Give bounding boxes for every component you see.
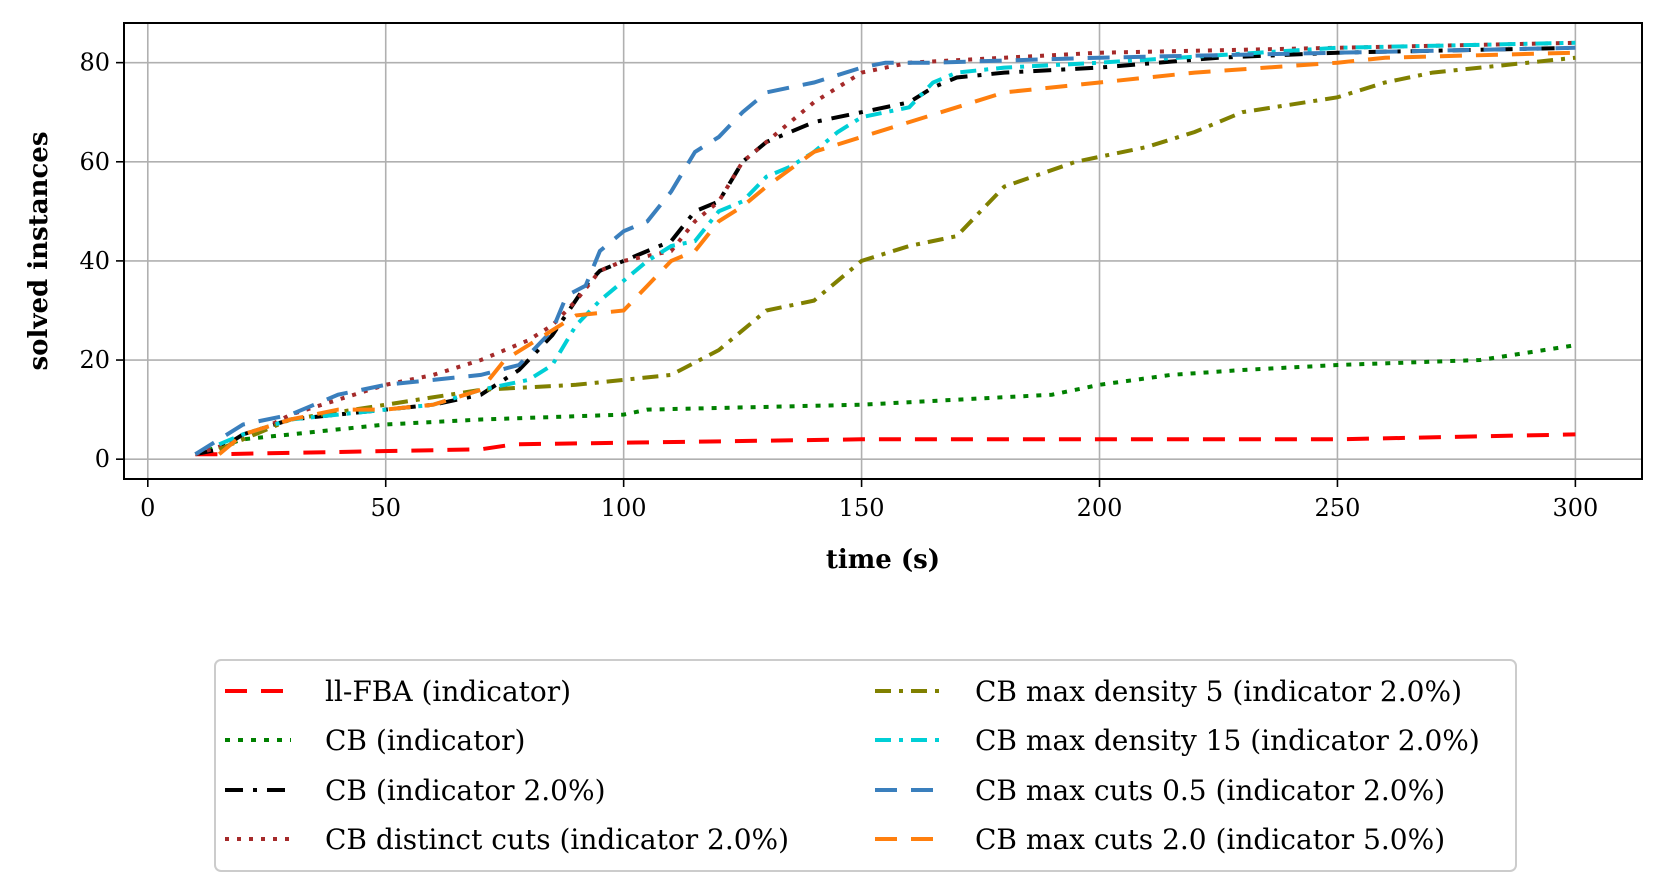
series-line-cb-max-cuts-0-5-indicator-2-0 [194,45,1576,456]
y-axis-title: solved instances [24,132,54,371]
y-tick-label: 80 [79,49,110,77]
grid [124,23,1642,479]
legend-label-cb-max-cuts-2-0-indicator-5-0: CB max cuts 2.0 (indicator 5.0%) [975,823,1445,856]
y-tick-label: 0 [95,445,110,473]
series-line-cb-indicator [194,343,1576,457]
axis-ticks: 0 50 100 150 200 250 300 0 20 40 60 80 [79,49,1598,522]
x-tick-label: 300 [1552,494,1598,522]
y-tick-label: 20 [79,346,110,374]
y-tick-label: 40 [79,247,110,275]
plot-area-frame [123,22,1643,480]
x-tick-label: 250 [1315,494,1361,522]
legend-label-cb-max-density-15-indicator-2-0: CB max density 15 (indicator 2.0%) [975,724,1480,757]
legend: ll-FBA (indicator) CB (indicator) CB (indi… [214,659,1517,872]
legend-label-cb-max-density-5-indicator-2-0: CB max density 5 (indicator 2.0%) [975,675,1462,708]
series-line-cb-max-density-5-indicator-2-0 [218,55,1576,452]
legend-label-cb-indicator-2-0: CB (indicator 2.0%) [325,774,606,807]
series-line-ll-fba-indicator [195,432,1576,457]
legend-box [214,659,1517,872]
legend-label-ll-fba-indicator: ll-FBA (indicator) [325,675,571,708]
series-line-cb-distinct-cuts-indicator-2-0 [194,40,1576,457]
x-tick-label: 150 [839,494,885,522]
series-lines [194,40,1576,457]
legend-label-cb-distinct-cuts-indicator-2-0: CB distinct cuts (indicator 2.0%) [325,823,789,856]
series-line-cb-max-density-15-indicator-2-0 [218,40,1576,447]
x-tick-label: 100 [601,494,647,522]
y-tick-label: 60 [79,148,110,176]
x-axis-title: time (s) [826,545,940,575]
x-tick-label: 0 [140,494,155,522]
x-tick-label: 50 [370,494,401,522]
legend-label-cb-max-cuts-0-5-indicator-2-0: CB max cuts 0.5 (indicator 2.0%) [975,774,1445,807]
legend-label-cb-indicator: CB (indicator) [325,724,525,757]
series-line-cb-max-cuts-2-0-indicator-5-0 [217,50,1576,456]
series-line-cb-indicator-2-0 [194,45,1576,457]
x-tick-label: 200 [1077,494,1123,522]
